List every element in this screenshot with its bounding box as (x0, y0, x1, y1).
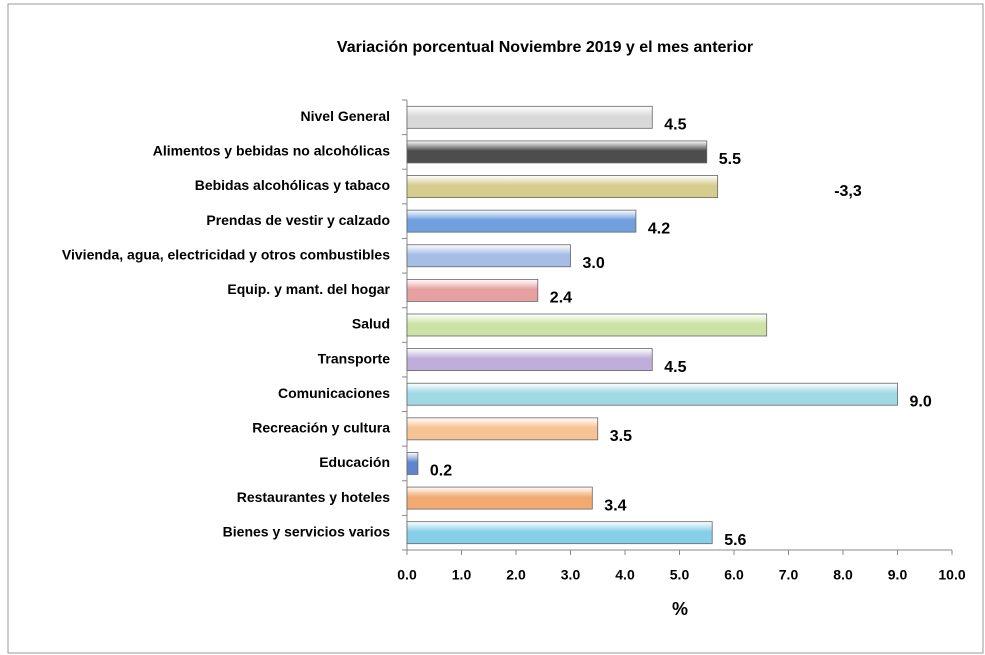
frame (7, 3, 984, 654)
chart-title: Variación porcentual Noviembre 2019 y el… (337, 39, 753, 56)
x-tick-label: 1.0 (452, 567, 472, 583)
y-tick-label: Salud (352, 316, 390, 332)
bar (406, 417, 599, 441)
bar (406, 244, 571, 268)
bar (406, 105, 653, 129)
bar (406, 175, 719, 198)
bar (406, 140, 708, 164)
y-tick-label: Comunicaciones (278, 385, 390, 401)
y-tick-label: Restaurantes y hoteles (237, 489, 390, 505)
y-tick-label: Alimentos y bebidas no alcohólicas (153, 143, 390, 159)
y-tick-label: Prendas de vestir y calzado (206, 212, 390, 228)
bar (406, 209, 637, 233)
x-tick-label: 9.0 (888, 567, 908, 583)
bar (406, 452, 419, 475)
annotation: -3,3 (834, 183, 862, 200)
bar (406, 486, 593, 510)
y-tick-label: Educación (319, 454, 390, 470)
data-label: 5.5 (719, 151, 741, 168)
x-tick-label: 3.0 (561, 567, 581, 583)
bar (406, 521, 713, 545)
data-label: 3.5 (610, 428, 632, 445)
data-label: 3.4 (604, 497, 626, 514)
x-tick-label: 6.0 (724, 567, 744, 583)
data-label: 3.0 (583, 255, 605, 272)
data-label: 0.2 (430, 463, 452, 480)
x-tick-label: 0.0 (397, 567, 417, 583)
y-tick-label: Bebidas alcohólicas y tabaco (195, 177, 390, 193)
x-axis-label: % (672, 599, 688, 619)
x-tick-label: 10.0 (938, 567, 965, 583)
y-tick-label: Recreación y cultura (252, 420, 390, 436)
x-tick-label: 2.0 (506, 567, 526, 583)
data-label: 9.0 (910, 393, 932, 410)
bar (406, 348, 653, 372)
y-tick-label: Transporte (318, 350, 391, 366)
data-label: 2.4 (550, 290, 572, 307)
bar (406, 382, 898, 406)
data-label: 4.5 (664, 117, 686, 134)
y-tick-label: Bienes y servicios varios (223, 523, 391, 539)
bar (406, 313, 768, 337)
x-tick-label: 7.0 (779, 567, 799, 583)
data-label: 5.6 (724, 532, 746, 549)
y-tick-label: Nivel General (301, 108, 391, 124)
y-tick-label: Vivienda, agua, electricidad y otros com… (62, 246, 390, 262)
data-label: 4.5 (664, 359, 686, 376)
x-tick-label: 5.0 (670, 567, 690, 583)
x-tick-label: 8.0 (833, 567, 853, 583)
y-tick-label: Equip. y mant. del hogar (227, 281, 390, 297)
data-label: 4.2 (648, 220, 670, 237)
x-tick-label: 4.0 (615, 567, 635, 583)
bar (406, 278, 539, 302)
